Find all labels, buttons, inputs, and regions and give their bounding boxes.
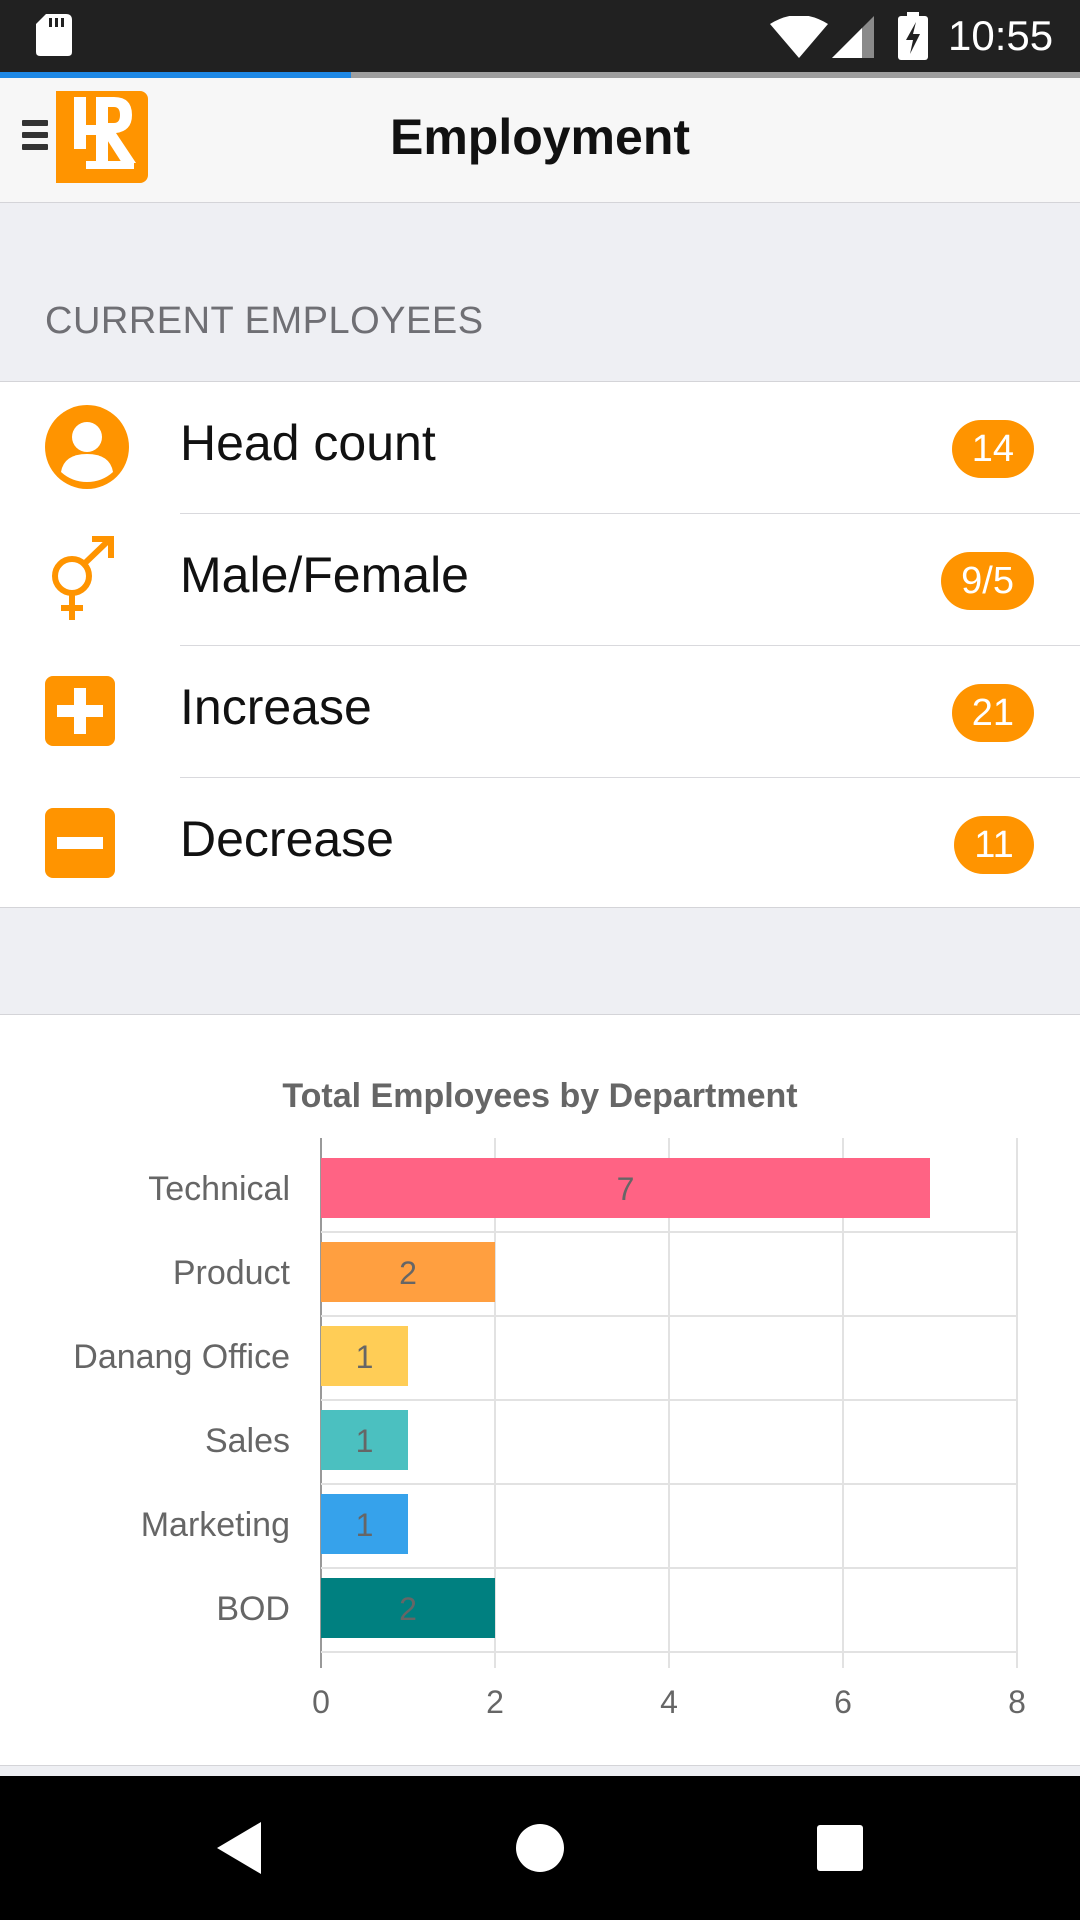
hamburger-menu-icon[interactable] <box>22 120 50 158</box>
count-badge: 9/5 <box>941 552 1034 610</box>
bar <box>321 1410 408 1470</box>
item-label: Increase <box>180 679 372 735</box>
department-chart-card: Total Employees by Department 0 2 4 6 8 Techni… <box>0 1014 1080 1766</box>
divider <box>180 777 1080 778</box>
divider <box>180 513 1080 514</box>
category-label: BOD <box>216 1590 290 1628</box>
x-tick-label: 0 <box>312 1684 330 1720</box>
category-label: Sales <box>205 1422 290 1460</box>
bar <box>321 1494 408 1554</box>
back-icon[interactable] <box>215 1820 263 1876</box>
x-tick-label: 4 <box>660 1684 678 1720</box>
department-bar-chart: Total Employees by Department 0 2 4 6 8 Techni… <box>73 1077 1026 1720</box>
app-bar: Employment <box>0 78 1080 203</box>
data-label: 2 <box>399 1255 417 1291</box>
person-icon <box>45 405 129 489</box>
list-item-decrease[interactable]: Decrease 11 <box>0 778 1080 910</box>
loading-progress-bar <box>0 72 1080 78</box>
bar <box>321 1158 930 1218</box>
list-item-male-female[interactable]: Male/Female 9/5 <box>0 514 1080 646</box>
plus-icon <box>45 676 115 746</box>
bar <box>321 1578 495 1638</box>
cell-signal-icon <box>832 16 874 58</box>
item-label: Male/Female <box>180 547 469 603</box>
home-icon[interactable] <box>515 1823 565 1873</box>
data-label: 1 <box>356 1339 374 1375</box>
chart-title: Total Employees by Department <box>282 1077 797 1115</box>
section-header: CURRENT EMPLOYEES <box>45 300 484 342</box>
count-badge: 11 <box>954 816 1034 874</box>
count-badge: 21 <box>951 684 1034 742</box>
category-label: Technical <box>148 1170 290 1208</box>
page-title: Employment <box>389 109 691 165</box>
system-nav-bar <box>0 1776 1080 1920</box>
item-label: Decrease <box>180 811 394 867</box>
employee-summary-list: Head count 14 Male/Female 9/5 Increase 2… <box>0 381 1080 908</box>
x-tick-label: 6 <box>834 1684 852 1720</box>
status-clock: 10:55 <box>948 12 1054 59</box>
wifi-icon <box>770 16 828 58</box>
bar <box>321 1326 408 1386</box>
count-badge: 14 <box>951 420 1034 478</box>
hr-logo <box>56 91 148 183</box>
data-label: 7 <box>617 1171 635 1207</box>
sd-card-icon <box>36 14 72 56</box>
data-label: 1 <box>356 1423 374 1459</box>
status-bar: 10:55 <box>0 0 1080 72</box>
x-tick-label: 8 <box>1008 1684 1026 1720</box>
gender-icon <box>52 536 114 620</box>
recents-icon[interactable] <box>817 1825 863 1871</box>
list-item-increase[interactable]: Increase 21 <box>0 646 1080 778</box>
minus-icon <box>45 808 115 878</box>
category-label: Danang Office <box>73 1338 290 1376</box>
data-label: 1 <box>356 1507 374 1543</box>
x-tick-label: 2 <box>486 1684 504 1720</box>
divider <box>180 645 1080 646</box>
bar <box>321 1242 495 1302</box>
data-label: 2 <box>399 1591 417 1627</box>
category-label: Marketing <box>141 1506 290 1544</box>
category-label: Product <box>173 1254 291 1292</box>
item-label: Head count <box>180 415 436 471</box>
list-item-head-count[interactable]: Head count 14 <box>0 382 1080 514</box>
battery-charging-icon <box>898 12 928 60</box>
loading-progress-fill <box>0 72 351 78</box>
